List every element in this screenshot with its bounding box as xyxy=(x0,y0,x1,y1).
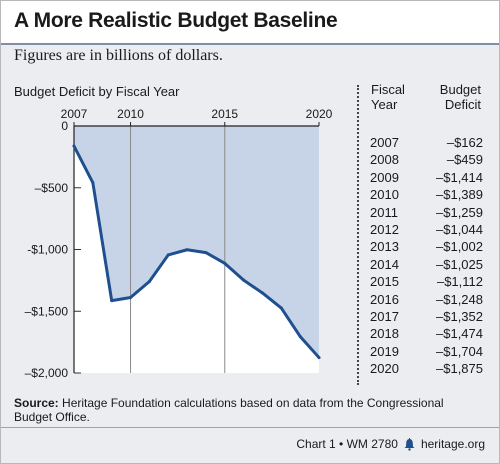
data-point xyxy=(166,253,170,257)
table-cell-deficit: –$1,389 xyxy=(436,187,483,203)
table-row: 2008 –$459 xyxy=(370,151,484,168)
table-row: 2012 –$1,044 xyxy=(370,221,484,238)
table-cell-year: 2015 xyxy=(370,274,399,290)
table-cell-year: 2007 xyxy=(370,135,399,150)
table-row: 2009 –$1,414 xyxy=(370,169,484,186)
liberty-bell-icon xyxy=(403,437,416,451)
table-row: 2019 –$1,704 xyxy=(370,343,484,360)
table-row: 2017 –$1,352 xyxy=(370,308,484,325)
table-header-deficit: Budget Deficit xyxy=(439,82,481,112)
table-row: 2018 –$1,474 xyxy=(370,325,484,342)
source-label: Source: xyxy=(14,396,59,410)
y-tick-label: –$2,000 xyxy=(25,366,69,380)
data-point xyxy=(317,356,321,360)
table-cell-deficit: –$1,352 xyxy=(436,308,483,324)
data-point xyxy=(242,278,246,282)
table-row: 2007 –$162 xyxy=(370,134,484,151)
table-row: 2013 –$1,002 xyxy=(370,238,484,255)
table-cell-deficit: –$1,248 xyxy=(436,291,483,307)
table-cell-deficit: –$1,044 xyxy=(436,221,483,237)
table-cell-deficit: –$1,875 xyxy=(436,361,483,377)
table-header-year: Fiscal Year xyxy=(371,82,405,112)
table-cell-year: 2013 xyxy=(370,239,399,255)
table-row: 2015 –$1,112 xyxy=(370,273,484,290)
data-point xyxy=(223,261,227,265)
table-cell-year: 2018 xyxy=(370,326,399,342)
source-text: Heritage Foundation calculations based o… xyxy=(14,396,444,424)
table-cell-deficit: –$1,474 xyxy=(436,326,483,342)
data-point xyxy=(72,144,76,148)
chart-title: A More Realistic Budget Baseline xyxy=(14,9,338,32)
table-cell-deficit: –$1,025 xyxy=(436,256,483,272)
table-row: 2020 –$1,875 xyxy=(370,360,484,377)
deficit-line xyxy=(72,144,321,360)
table-cell-deficit: –$459 xyxy=(446,152,483,168)
data-point xyxy=(129,296,133,300)
table-cell-year: 2016 xyxy=(370,291,399,307)
chart-id: Chart 1 • WM 2780 xyxy=(296,437,398,451)
table-cell-year: 2009 xyxy=(370,169,399,185)
table-cell-year: 2020 xyxy=(370,361,399,377)
deficit-table: 2007 –$162 2008 –$459 2009 –$1,414 2010 –$1,389… xyxy=(370,134,484,377)
y-tick-label: 0 xyxy=(61,119,68,133)
source-note: Source: Heritage Foundation calculations… xyxy=(14,396,474,424)
y-tick-label: –$500 xyxy=(35,181,69,195)
table-cell-year: 2010 xyxy=(370,187,399,203)
plot-title: Budget Deficit by Fiscal Year xyxy=(14,84,180,99)
table-cell-year: 2008 xyxy=(370,152,399,168)
table-row: 2010 –$1,389 xyxy=(370,186,484,203)
table-row: 2014 –$1,025 xyxy=(370,256,484,273)
table-row: 2016 –$1,248 xyxy=(370,291,484,308)
footer-credit: Chart 1 • WM 2780 heritage.org xyxy=(296,437,485,451)
data-point xyxy=(204,251,208,255)
table-cell-deficit: –$1,704 xyxy=(436,343,483,359)
title-band xyxy=(1,1,499,43)
table-cell-deficit: –$1,112 xyxy=(436,274,483,290)
chart-subtitle: Figures are in billions of dollars. xyxy=(14,47,223,64)
x-tick-label: 2020 xyxy=(306,107,333,121)
footer-divider xyxy=(1,427,499,428)
table-cell-year: 2012 xyxy=(370,221,399,237)
table-cell-deficit: –$1,414 xyxy=(436,169,483,185)
data-point xyxy=(147,279,151,283)
x-tick-label: 2010 xyxy=(117,107,144,121)
x-tick-label: 2007 xyxy=(61,107,88,121)
site-link[interactable]: heritage.org xyxy=(420,437,485,451)
table-separator xyxy=(357,85,359,385)
table-cell-year: 2011 xyxy=(370,204,398,220)
table-cell-year: 2019 xyxy=(370,343,399,359)
table-cell-year: 2014 xyxy=(370,256,399,272)
x-tick-label: 2015 xyxy=(211,107,238,121)
data-point xyxy=(91,181,95,185)
deficit-area xyxy=(74,126,319,358)
data-point xyxy=(110,299,114,303)
title-divider xyxy=(1,43,499,45)
y-tick-label: -$1,000 xyxy=(27,243,68,257)
data-point xyxy=(185,248,189,252)
table-cell-deficit: –$1,259 xyxy=(436,204,483,220)
table-cell-deficit: –$162 xyxy=(446,135,483,150)
data-point xyxy=(260,291,264,295)
table-cell-year: 2017 xyxy=(370,308,399,324)
data-point xyxy=(279,306,283,310)
y-tick-label: –$1,500 xyxy=(25,304,69,318)
table-cell-deficit: –$1,002 xyxy=(436,239,483,255)
data-point xyxy=(298,334,302,338)
table-row: 2011 –$1,259 xyxy=(370,204,484,221)
